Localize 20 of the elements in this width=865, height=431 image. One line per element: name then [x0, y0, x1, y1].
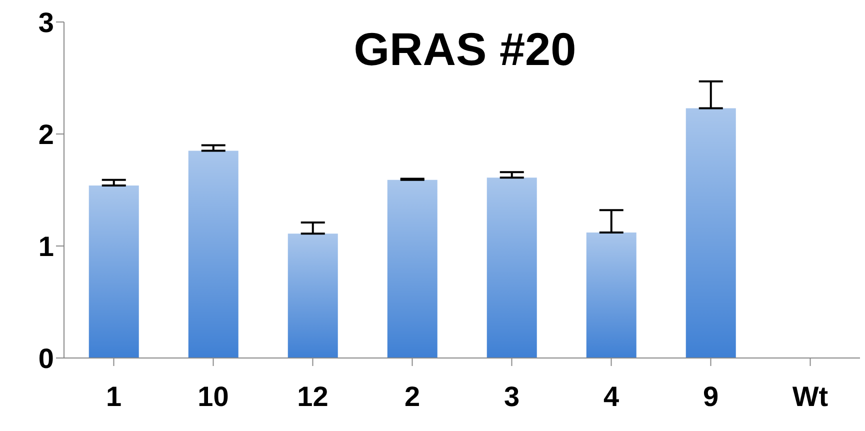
y-tick-label: 1: [38, 230, 54, 262]
chart-title: GRAS #20: [352, 22, 578, 76]
bar: [387, 180, 438, 358]
x-tick-label: 2: [404, 380, 420, 412]
bar: [88, 186, 139, 358]
y-tick-label: 3: [38, 6, 54, 38]
x-tick-label: Wt: [792, 380, 828, 412]
x-tick-label: 9: [702, 380, 719, 412]
x-tick-label: 3: [504, 380, 520, 412]
y-tick-label: 0: [38, 342, 54, 374]
x-tick-label: 10: [198, 380, 229, 412]
bar: [686, 108, 736, 358]
bar: [586, 232, 636, 358]
bar: [188, 150, 238, 358]
x-tick-label: 4: [603, 380, 620, 412]
x-tick-label: 12: [297, 380, 328, 412]
bar: [288, 234, 338, 358]
bar: [486, 178, 537, 358]
y-tick-label: 2: [38, 118, 54, 150]
x-tick-label: 1: [106, 380, 122, 412]
